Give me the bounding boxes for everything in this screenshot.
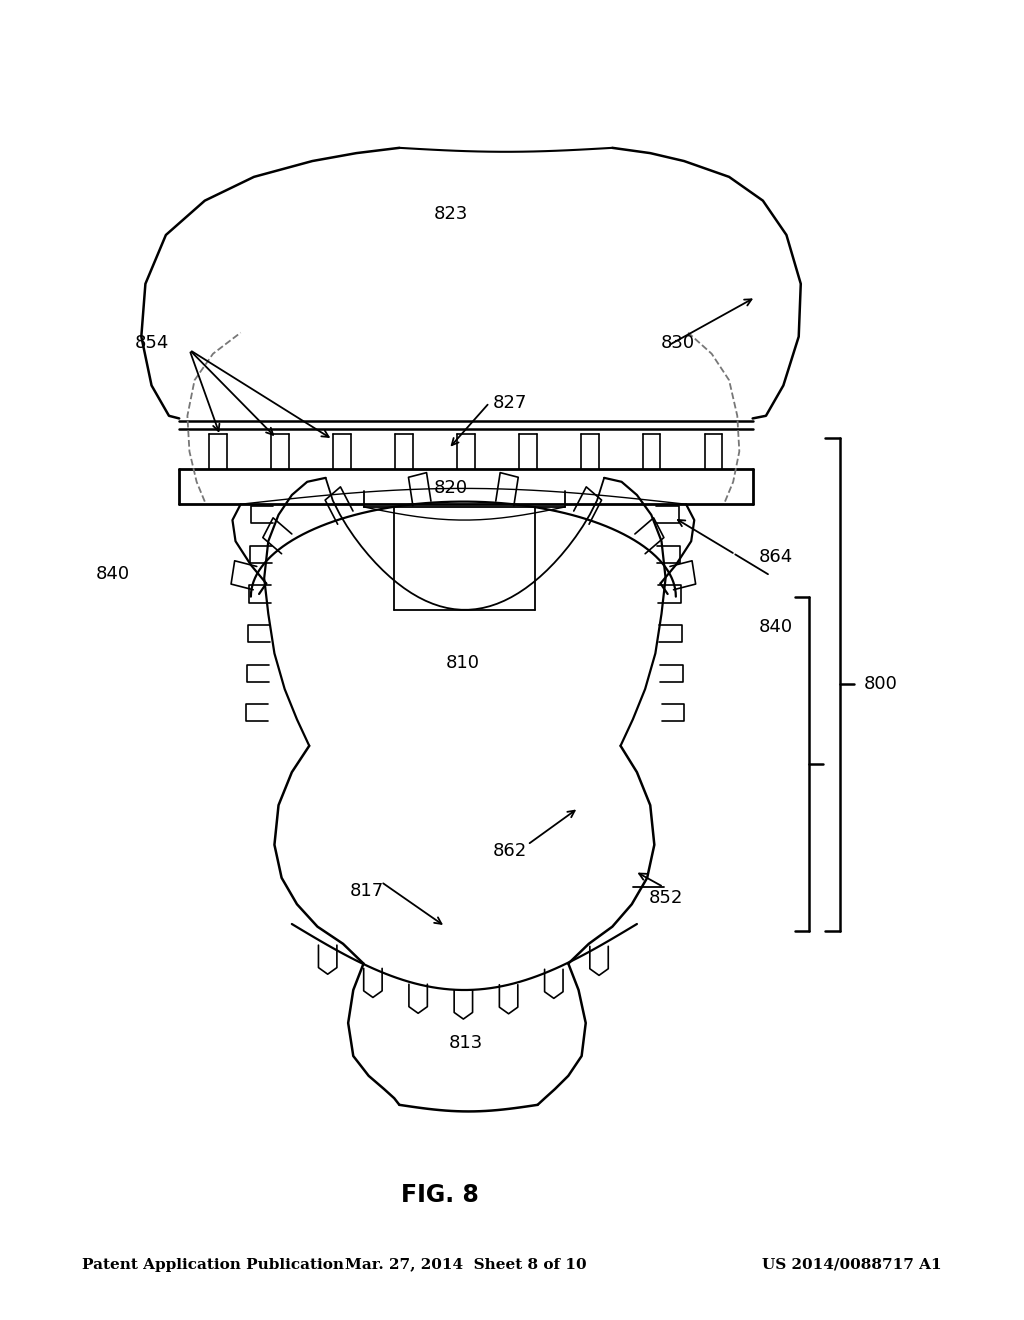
Text: 830: 830	[660, 334, 695, 352]
Text: 840: 840	[759, 618, 794, 636]
Text: Mar. 27, 2014  Sheet 8 of 10: Mar. 27, 2014 Sheet 8 of 10	[345, 1258, 587, 1271]
Text: 813: 813	[449, 1034, 483, 1052]
Text: 810: 810	[445, 653, 480, 672]
Text: 864: 864	[759, 548, 794, 566]
Text: FIG. 8: FIG. 8	[401, 1183, 479, 1206]
Text: 800: 800	[863, 675, 898, 693]
Text: 852: 852	[648, 888, 683, 907]
Text: 823: 823	[433, 205, 468, 223]
Text: US 2014/0088717 A1: US 2014/0088717 A1	[763, 1258, 942, 1271]
Text: 840: 840	[95, 565, 130, 583]
Text: 862: 862	[493, 842, 527, 861]
Text: 854: 854	[134, 334, 169, 352]
Text: Patent Application Publication: Patent Application Publication	[82, 1258, 344, 1271]
Text: 827: 827	[493, 393, 527, 412]
Text: 817: 817	[349, 882, 384, 900]
Text: 820: 820	[433, 479, 468, 498]
